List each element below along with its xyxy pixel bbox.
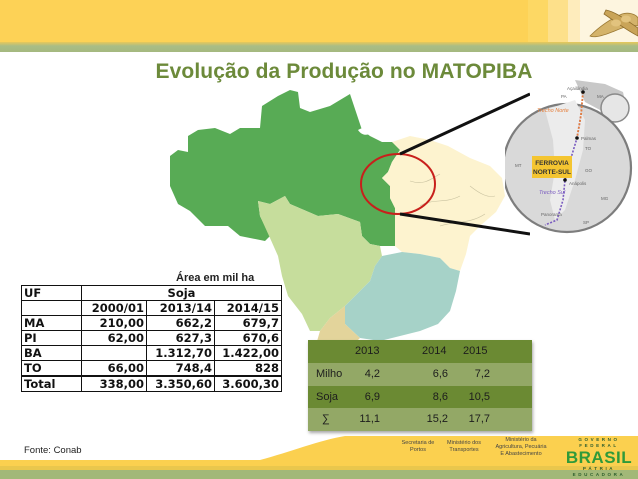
inset-label-panorama: Panorama [541, 212, 562, 217]
row-label: Milho [316, 368, 343, 380]
page-title: Evolução da Produção no MATOPIBA [155, 60, 533, 83]
cell-value: 338,00 [81, 375, 147, 392]
row-label: Soja [316, 390, 339, 403]
year-header: 2013/14 [146, 300, 215, 316]
zoom-connector-line [399, 212, 530, 236]
map-region-southeast [345, 252, 460, 341]
header-stripe [0, 42, 638, 52]
logo-ministerio-transportes: Ministério dos Transportes [447, 440, 481, 453]
soy-area-table: UF Soja 2000/01 2013/14 2014/15 MA 210,0… [21, 285, 282, 392]
inset-label-norte-sul: NORTE-SUL [533, 169, 571, 176]
governo-federal-brasil-logo: GOVERNO FEDERAL BRASIL PÁTRIA EDUCADORA [565, 437, 633, 477]
year-header: 2015 [463, 345, 488, 357]
year-header: 2014/15 [214, 300, 282, 316]
cell-value: 6,6 [432, 368, 448, 380]
cell-value: 627,3 [146, 330, 215, 346]
inset-label-ferrovia: FERROVIA [535, 160, 569, 167]
table-row: TO 66,00 748,4 828 [21, 360, 282, 377]
header-band-fade [568, 0, 580, 42]
inset-label-anapolis: Anápolis [569, 181, 587, 186]
table-header-row: UF Soja [21, 285, 282, 301]
inset-label-mt: MT [515, 163, 522, 168]
map-region-northeast [382, 136, 505, 271]
cell-value: 679,7 [214, 315, 282, 331]
table-row: MA 210,00 662,2 679,7 [21, 315, 282, 331]
logo-secretaria-portos: Secretaria de Portos [401, 440, 435, 453]
inset-label-pa: PA [561, 94, 567, 99]
table-total-row: Total 338,00 3.350,60 3.600,30 [21, 375, 282, 392]
zoom-connector-line [399, 92, 530, 156]
cell-value: 828 [214, 360, 282, 377]
cell-value: 3.600,30 [214, 375, 282, 392]
header-band-fade [548, 0, 568, 42]
source-note: Fonte: Conab [24, 445, 82, 456]
ferrovia-inset-map: FERROVIA NORTE-SUL Açailândia PA MA Trec… [505, 80, 633, 234]
cell-value: 662,2 [146, 315, 215, 331]
row-label: ∑ [322, 413, 330, 425]
cell-value: 6,9 [364, 390, 380, 403]
cell-value: 748,4 [146, 360, 215, 377]
inset-label-ma: MA [597, 94, 604, 99]
area-table-caption: Área em mil ha [176, 272, 255, 284]
header-band-fade [528, 0, 548, 42]
header-crop: Soja [81, 285, 282, 301]
brazil-region-map [170, 90, 530, 348]
soybean-pod-icon [589, 9, 638, 38]
header-band [0, 0, 638, 42]
inset-label-trecho-sul: Trecho Sul [539, 190, 566, 196]
row-uf: BA [21, 345, 82, 361]
cell-value: 670,6 [214, 330, 282, 346]
year-header: 2014 [422, 345, 447, 357]
table-row: Milho 4,2 6,6 7,2 [308, 363, 532, 386]
matopiba-highlight-circle [360, 153, 436, 215]
cell-value: 66,00 [81, 360, 147, 377]
cell-value: 7,2 [474, 368, 490, 380]
cell-value [81, 345, 147, 361]
logo-ministerio-agricultura: Ministério da Agricultura, Pecuária E Ab… [495, 437, 547, 457]
cell-value: 3.350,60 [146, 375, 215, 392]
inset-label-to: TO [585, 146, 592, 151]
table-years-row: 2000/01 2013/14 2014/15 [21, 300, 282, 316]
year-header: 2013 [355, 345, 380, 357]
inset-label-go: GO [585, 168, 593, 173]
table-row: Soja 6,9 8,6 10,5 [308, 385, 532, 409]
cell-value: 10,5 [468, 390, 490, 403]
cell-value: 11,1 [359, 413, 380, 425]
row-uf: TO [21, 360, 82, 377]
table-row: PI 62,00 627,3 670,6 [21, 330, 282, 346]
cell-value: 4,2 [364, 368, 380, 380]
row-uf: Total [21, 375, 82, 392]
inset-label-mg: MG [601, 196, 609, 201]
cell-value: 1.312,70 [146, 345, 215, 361]
production-table: 2013 2014 2015 Milho 4,2 6,6 7,2 Soja 6,… [308, 340, 532, 431]
map-region-center-west [258, 196, 382, 331]
cell-value: 15,2 [426, 413, 448, 425]
table-row: ∑ 11,1 15,2 17,7 [308, 408, 532, 431]
row-uf: PI [21, 330, 82, 346]
table-row: BA 1.312,70 1.422,00 [21, 345, 282, 361]
inset-label-palmas: Palmas [581, 136, 597, 141]
year-header: 2000/01 [81, 300, 147, 316]
header-uf: UF [21, 285, 82, 301]
inset-label-sp: SP [583, 220, 589, 225]
cell-value: 8,6 [432, 390, 448, 403]
map-region-south [315, 306, 360, 348]
map-region-north [170, 90, 400, 246]
inset-label-trecho-norte: Trecho Norte [537, 108, 569, 114]
cell-value: 210,00 [81, 315, 147, 331]
row-uf: MA [21, 315, 82, 331]
inset-label-acailandia: Açailândia [567, 86, 588, 91]
cell-value: 17,7 [468, 413, 490, 425]
cell-value: 1.422,00 [214, 345, 282, 361]
cell-value: 62,00 [81, 330, 147, 346]
footer-band [0, 436, 638, 479]
production-header-row: 2013 2014 2015 [308, 340, 532, 363]
